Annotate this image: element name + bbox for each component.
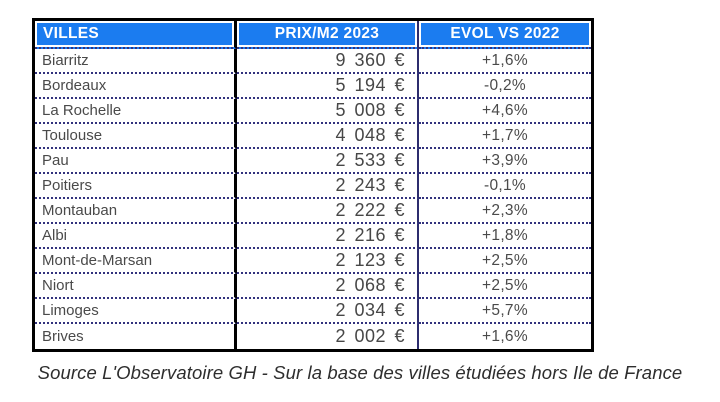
evol-cell: -0,2% <box>419 74 591 99</box>
price-cell: 2 243 € <box>237 174 419 199</box>
price-cell: 2 216 € <box>237 224 419 249</box>
table-row: Biarritz 9 360 € +1,6% <box>35 49 591 74</box>
price-cell: 2 068 € <box>237 274 419 299</box>
price-cell: 2 222 € <box>237 199 419 224</box>
column-header-prix-m2-2023: PRIX/M2 2023 <box>237 21 419 49</box>
price-cell: 9 360 € <box>237 49 419 74</box>
evol-cell: +3,9% <box>419 149 591 174</box>
evol-cell: +1,8% <box>419 224 591 249</box>
evol-cell: +1,6% <box>419 324 591 349</box>
city-cell: Montauban <box>35 199 237 224</box>
source-caption: Source L'Observatoire GH - Sur la base d… <box>37 362 683 383</box>
table-row: Mont-de-Marsan 2 123 € +2,5% <box>35 249 591 274</box>
price-cell: 5 008 € <box>237 99 419 124</box>
city-cell: La Rochelle <box>35 99 237 124</box>
evol-cell: -0,1% <box>419 174 591 199</box>
evol-cell: +4,6% <box>419 99 591 124</box>
price-cell: 2 123 € <box>237 249 419 274</box>
column-header-villes: VILLES <box>35 21 237 49</box>
table-row: Bordeaux 5 194 € -0,2% <box>35 74 591 99</box>
price-cell: 4 048 € <box>237 124 419 149</box>
table-row: Pau 2 533 € +3,9% <box>35 149 591 174</box>
city-cell: Biarritz <box>35 49 237 74</box>
city-cell: Mont-de-Marsan <box>35 249 237 274</box>
table-row: Albi 2 216 € +1,8% <box>35 224 591 249</box>
price-cell: 2 002 € <box>237 324 419 349</box>
city-cell: Brives <box>35 324 237 349</box>
city-cell: Toulouse <box>35 124 237 149</box>
evol-cell: +2,5% <box>419 274 591 299</box>
city-cell: Pau <box>35 149 237 174</box>
price-cell: 2 034 € <box>237 299 419 324</box>
city-cell: Niort <box>35 274 237 299</box>
evol-cell: +2,5% <box>419 249 591 274</box>
column-header-evol-vs-2022: EVOL VS 2022 <box>419 21 591 49</box>
table-row: Niort 2 068 € +2,5% <box>35 274 591 299</box>
evol-cell: +2,3% <box>419 199 591 224</box>
table-row: Limoges 2 034 € +5,7% <box>35 299 591 324</box>
evol-cell: +1,7% <box>419 124 591 149</box>
city-cell: Limoges <box>35 299 237 324</box>
table-row: La Rochelle 5 008 € +4,6% <box>35 99 591 124</box>
city-cell: Poitiers <box>35 174 237 199</box>
price-cell: 5 194 € <box>237 74 419 99</box>
city-price-table: VILLES PRIX/M2 2023 EVOL VS 2022 Biarrit… <box>32 18 594 352</box>
price-cell: 2 533 € <box>237 149 419 174</box>
table-header-row: VILLES PRIX/M2 2023 EVOL VS 2022 <box>35 21 591 49</box>
table-row: Poitiers 2 243 € -0,1% <box>35 174 591 199</box>
evol-cell: +1,6% <box>419 49 591 74</box>
table-row: Toulouse 4 048 € +1,7% <box>35 124 591 149</box>
table-row: Brives 2 002 € +1,6% <box>35 324 591 349</box>
evol-cell: +5,7% <box>419 299 591 324</box>
city-cell: Bordeaux <box>35 74 237 99</box>
city-cell: Albi <box>35 224 237 249</box>
table-row: Montauban 2 222 € +2,3% <box>35 199 591 224</box>
